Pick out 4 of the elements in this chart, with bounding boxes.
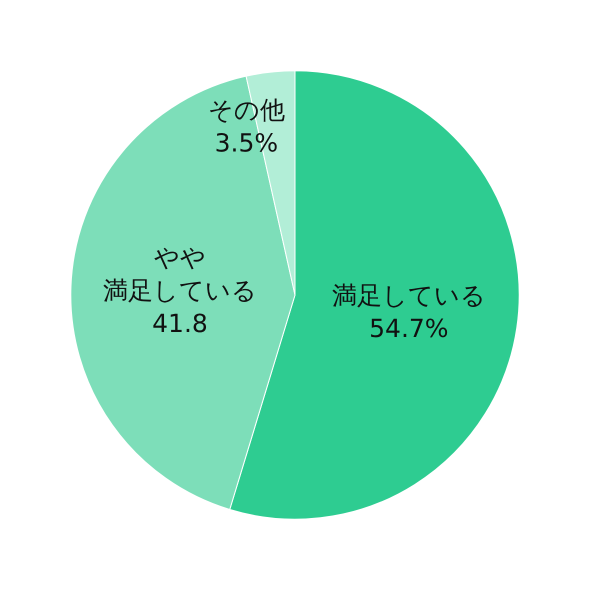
slice-label: 満足している (332, 280, 486, 310)
data-label: 41.8 (152, 309, 208, 338)
data-label: 54.7% (369, 314, 449, 343)
slice-label: やや満足している (102, 243, 257, 306)
